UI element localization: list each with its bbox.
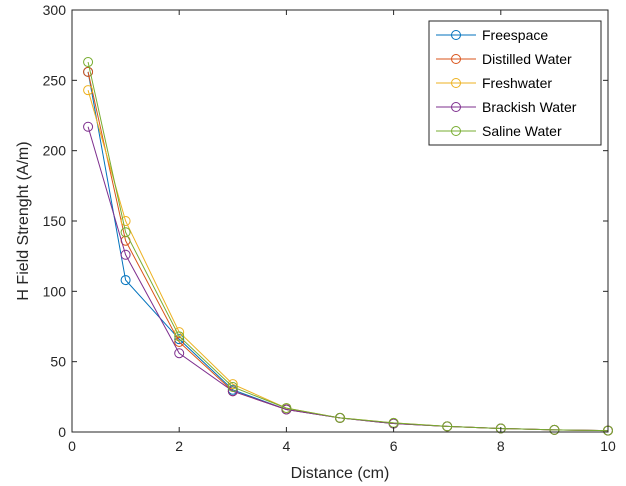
data-point [174, 348, 185, 359]
legend-label-2: Freshwater [482, 75, 552, 91]
data-point [495, 423, 506, 434]
y-tick-label: 150 [43, 213, 67, 229]
legend-marker-2 [451, 78, 461, 88]
series-line-4 [87, 61, 609, 432]
data-point [281, 403, 292, 414]
data-point [335, 412, 345, 423]
legend-marker-4 [451, 126, 461, 136]
legend-label-4: Saline Water [482, 123, 562, 139]
legend: Freespace Distilled Water Freshwater Bracki… [428, 20, 602, 146]
legend-marker-3 [451, 102, 461, 112]
y-axis-label: H Field Strenght (A/m) [15, 141, 32, 300]
x-tick-label: 10 [600, 438, 616, 454]
y-tick-label: 50 [50, 354, 66, 370]
x-tick-label: 2 [175, 438, 183, 454]
legend-label-0: Freespace [482, 27, 548, 43]
x-tick-label: 0 [68, 438, 76, 454]
y-tick-label: 0 [58, 424, 66, 440]
data-point [227, 381, 238, 392]
y-tick-label: 300 [43, 2, 67, 18]
data-point [120, 249, 131, 260]
y-tick-label: 200 [43, 143, 67, 159]
y-tick-label: 100 [43, 283, 67, 299]
x-axis-label: Distance (cm) [291, 465, 390, 482]
data-point [83, 66, 94, 77]
y-tick-label: 250 [43, 72, 67, 88]
x-tick-label: 8 [497, 438, 505, 454]
legend-label-3: Brackish Water [482, 99, 577, 115]
data-point [227, 379, 238, 390]
data-point [120, 227, 131, 238]
data-point [174, 331, 185, 342]
data-point [549, 424, 560, 435]
data-point [120, 216, 131, 226]
data-point [174, 334, 185, 345]
legend-label-1: Distilled Water [482, 51, 572, 67]
data-point [83, 121, 94, 132]
legend-marker-1 [451, 54, 461, 64]
data-point [83, 85, 94, 96]
x-tick-label: 4 [283, 438, 291, 454]
data-point [120, 275, 131, 286]
data-point [442, 421, 453, 432]
legend-marker-0 [451, 30, 461, 40]
data-point [174, 336, 185, 347]
x-tick-label: 6 [390, 438, 398, 454]
data-point [83, 57, 94, 68]
